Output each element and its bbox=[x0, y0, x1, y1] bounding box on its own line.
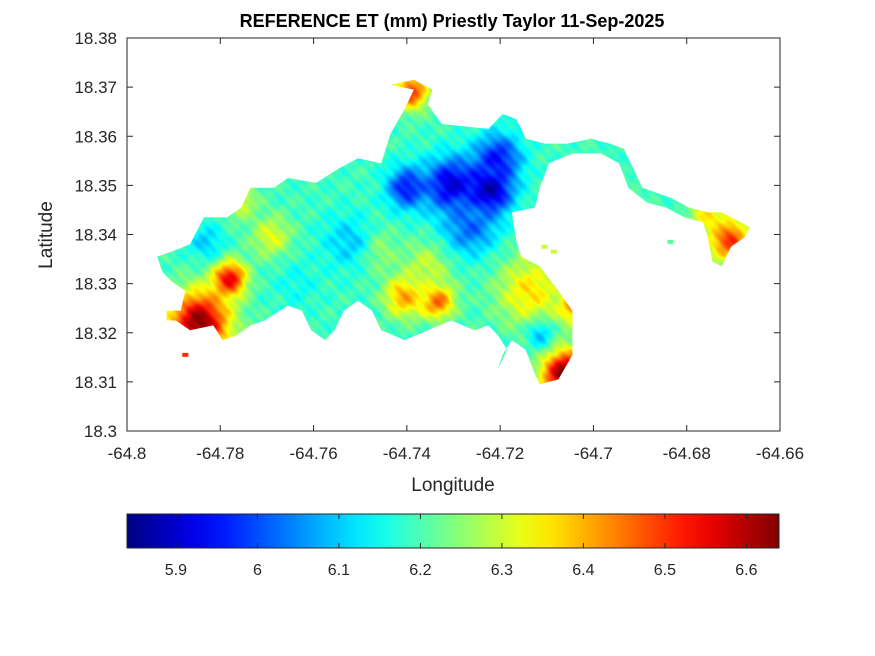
colorbar-tick-label: 5.9 bbox=[165, 562, 187, 579]
x-axis-label: Longitude bbox=[411, 475, 494, 496]
x-tick-label: -64.74 bbox=[383, 444, 431, 463]
y-tick-label: 18.36 bbox=[74, 127, 117, 146]
colorbar-tick-label: 6.3 bbox=[491, 562, 513, 579]
x-axis: -64.8 -64.78 -64.76 -64.74 -64.72 -64.7 -64.68… bbox=[108, 38, 804, 463]
x-tick-label: -64.68 bbox=[663, 444, 711, 463]
isolated-pixel bbox=[550, 249, 557, 254]
y-tick-label: 18.32 bbox=[74, 324, 117, 343]
x-tick-label: -64.72 bbox=[476, 444, 524, 463]
isolated-pixel bbox=[541, 244, 548, 249]
y-tick-label: 18.38 bbox=[74, 29, 117, 48]
y-tick-label: 18.3 bbox=[84, 422, 117, 441]
isolated-pixel bbox=[667, 239, 674, 244]
y-tick-label: 18.34 bbox=[74, 226, 117, 245]
colorbar-tick-label: 6.5 bbox=[654, 562, 676, 579]
y-tick-label: 18.31 bbox=[74, 373, 117, 392]
colorbar-tick-label: 6 bbox=[253, 562, 262, 579]
y-tick-label: 18.35 bbox=[74, 176, 117, 195]
colorbar-ticks: 5.9 6 6.1 6.2 6.3 6.4 6.5 6.6 bbox=[165, 514, 758, 579]
y-tick-label: 18.37 bbox=[74, 78, 117, 97]
colorbar-tick-label: 6.4 bbox=[572, 562, 594, 579]
colorbar bbox=[126, 513, 780, 549]
y-axis-label: Latitude bbox=[36, 201, 57, 269]
isolated-pixel bbox=[182, 352, 189, 357]
x-tick-label: -64.7 bbox=[574, 444, 613, 463]
y-tick-label: 18.33 bbox=[74, 275, 117, 294]
x-tick-label: -64.66 bbox=[756, 444, 804, 463]
x-tick-label: -64.76 bbox=[289, 444, 337, 463]
x-tick-label: -64.78 bbox=[196, 444, 244, 463]
colorbar-tick-label: 6.2 bbox=[409, 562, 431, 579]
colorbar-tick-label: 6.1 bbox=[328, 562, 350, 579]
colorbar-tick-label: 6.6 bbox=[735, 562, 757, 579]
isolated-pixels bbox=[182, 239, 674, 357]
y-axis: 18.3 18.31 18.32 18.33 18.34 18.35 18.36 18.37 1… bbox=[74, 29, 780, 441]
chart-title: REFERENCE ET (mm) Priestly Taylor 11-Sep… bbox=[240, 11, 665, 31]
x-tick-label: -64.8 bbox=[108, 444, 147, 463]
